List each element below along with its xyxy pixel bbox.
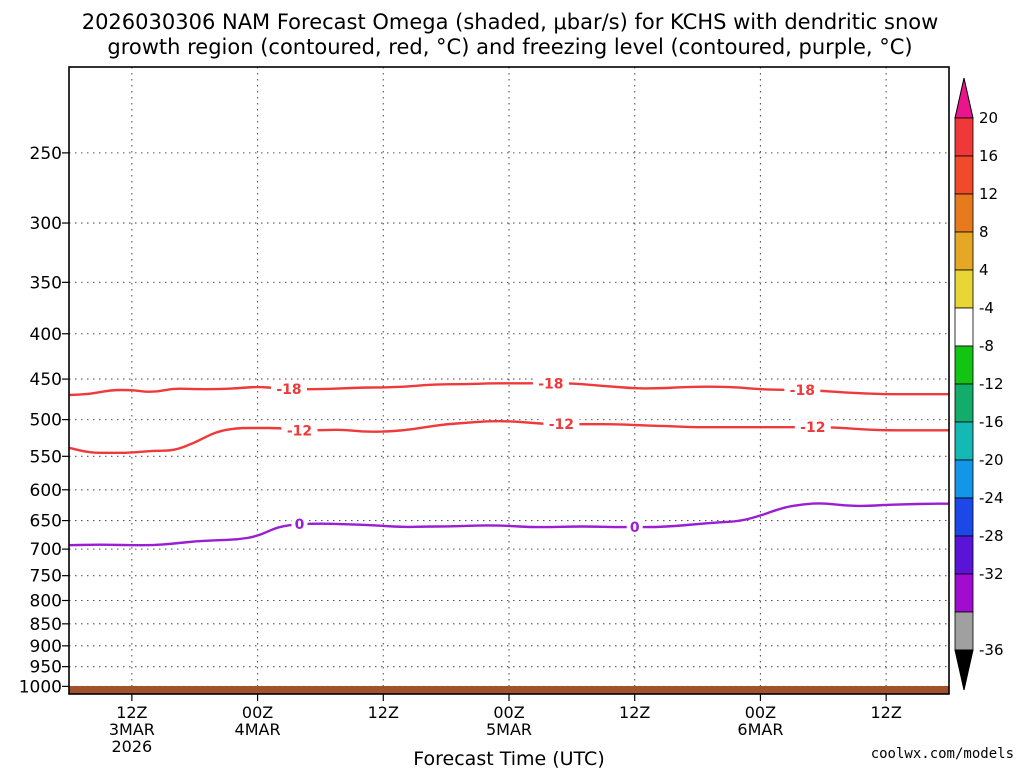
y-tick-label: 300 — [30, 214, 62, 234]
colorbar-band — [954, 573, 974, 613]
colorbar-label: -28 — [979, 527, 1004, 545]
contour-labels: -18 -18 -18 -12 -12 -12 0 0 — [271, 375, 831, 536]
x-tick-label: 00Z — [745, 703, 776, 722]
colorbar-label: 20 — [979, 109, 998, 127]
contour-label-background — [543, 416, 580, 433]
colorbar-band — [954, 611, 974, 651]
chart-title-line-2: growth region (contoured, red, °C) and f… — [107, 35, 912, 59]
contour-label: 0 — [630, 520, 640, 536]
contour-label-background — [794, 419, 831, 436]
y-tick-label: 250 — [30, 144, 62, 164]
x-gridlines — [131, 67, 887, 694]
y-tick-label: 600 — [30, 481, 62, 501]
colorbar-label: 12 — [979, 185, 998, 203]
contour-line-2 — [68, 502, 949, 547]
x-tick-label: 12Z — [619, 703, 650, 722]
y-tick-label: 450 — [30, 370, 62, 390]
colorbar-band — [954, 193, 974, 233]
colorbar-label: 8 — [979, 223, 989, 241]
y-tick-label: 750 — [30, 567, 62, 587]
colorbar-band — [954, 535, 974, 575]
contour-label: -12 — [800, 420, 825, 436]
contour-label-background — [626, 519, 643, 536]
colorbar-band — [954, 383, 974, 423]
contour-label-background — [281, 422, 318, 439]
colorbar-label: -36 — [979, 641, 1004, 659]
x-axis-label: Forecast Time (UTC) — [413, 748, 604, 768]
y-tick-label: 550 — [30, 447, 62, 467]
y-tick-label: 1000 — [19, 677, 62, 697]
y-tick-label: 400 — [30, 325, 62, 345]
contour-label: 0 — [295, 517, 305, 533]
colorbar-label: -16 — [979, 413, 1004, 431]
x-tick-label: 12Z — [368, 703, 399, 722]
colorbar-label: 4 — [979, 261, 989, 279]
colorbar-band — [954, 459, 974, 499]
colorbar-band — [954, 497, 974, 537]
colorbar-band — [954, 231, 974, 271]
x-tick-label: 3MAR — [109, 720, 155, 739]
y-tick-label: 800 — [30, 592, 62, 612]
x-tick-label: 4MAR — [235, 720, 281, 739]
colorbar-band — [954, 421, 974, 461]
ground-surface — [69, 686, 949, 694]
y-tick-label: 700 — [30, 540, 62, 560]
colorbar-band — [954, 155, 974, 195]
contour-label: -12 — [549, 417, 574, 433]
colorbar-label: -8 — [979, 337, 994, 355]
x-tick-label: 12Z — [116, 703, 147, 722]
x-tick-label: 00Z — [242, 703, 273, 722]
colorbar-band — [954, 345, 974, 385]
colorbar-band — [954, 117, 974, 157]
contour-label-background — [532, 375, 569, 392]
colorbar-label: -12 — [979, 375, 1004, 393]
colorbar-bottom-arrow — [954, 649, 974, 691]
contour-label: -18 — [276, 382, 301, 398]
y-tick-label: 500 — [30, 411, 62, 431]
x-tick-label: 5MAR — [486, 720, 532, 739]
contour-label-background — [784, 382, 821, 399]
colorbar-band — [954, 307, 974, 347]
x-tick-label: 6MAR — [737, 720, 783, 739]
contour-label-background — [291, 516, 308, 533]
colorbar-label: 16 — [979, 147, 998, 165]
colorbar-band — [954, 269, 974, 309]
contour-label: -12 — [287, 423, 312, 439]
colorbar: 20 16 12 8 4 -4 -8 -12 -16 -20 -24 -28 -32 -36 — [954, 77, 1004, 691]
y-tick-label: 950 — [30, 658, 62, 678]
contour-label: -18 — [538, 376, 563, 392]
colorbar-label: -24 — [979, 489, 1004, 507]
y-tick-label: 850 — [30, 615, 62, 635]
ground-layer — [69, 686, 949, 694]
x-tick-label: 00Z — [493, 703, 524, 722]
colorbar-label: -32 — [979, 565, 1004, 583]
contour-label: -18 — [790, 383, 815, 399]
contour-label-background — [271, 380, 307, 397]
y-tick-label: 350 — [30, 273, 62, 293]
colorbar-label: -4 — [979, 299, 994, 317]
x-tick-label: 12Z — [870, 703, 901, 722]
y-axis-ticks: 2503003504004505005506006507007508008509… — [19, 144, 69, 697]
colorbar-label: -20 — [979, 451, 1004, 469]
y-tick-label: 650 — [30, 512, 62, 532]
y-tick-label: 900 — [30, 637, 62, 657]
colorbar-top-arrow — [954, 77, 974, 119]
credit-text: coolwx.com/models — [871, 746, 1014, 762]
x-tick-label: 2026 — [111, 737, 152, 756]
chart-title-line-1: 2026030306 NAM Forecast Omega (shaded, μ… — [82, 10, 939, 34]
